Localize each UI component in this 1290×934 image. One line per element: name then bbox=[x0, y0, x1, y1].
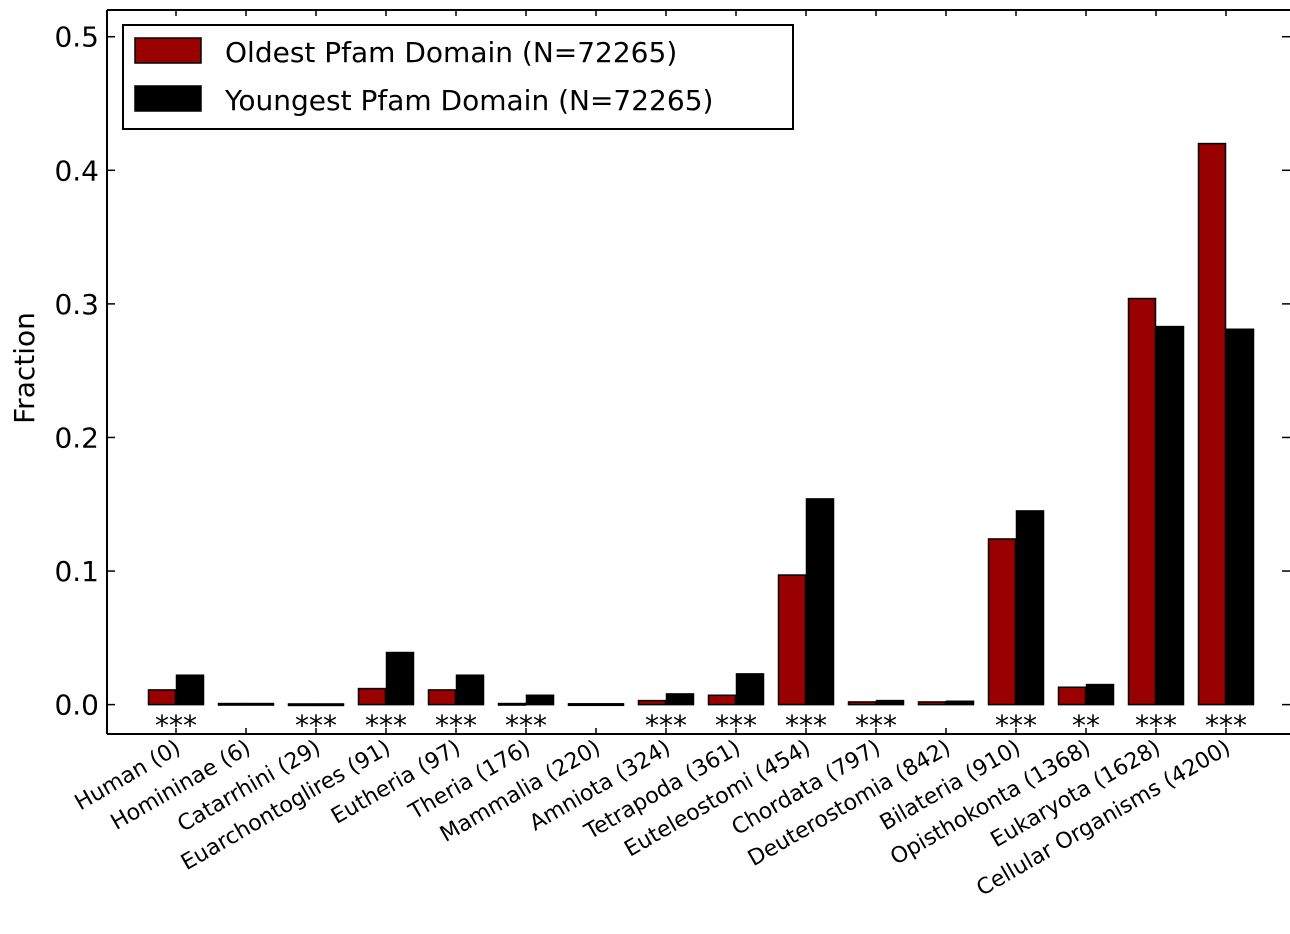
bar-youngest-11 bbox=[945, 700, 975, 706]
significance-marker-3: *** bbox=[365, 709, 407, 742]
y-axis-title: Fraction bbox=[8, 312, 41, 424]
significance-marker-15: *** bbox=[1205, 709, 1247, 742]
bar-youngest-0 bbox=[175, 674, 205, 706]
legend-label-oldest: Oldest Pfam Domain (N=72265) bbox=[225, 36, 677, 69]
bar-youngest-10 bbox=[875, 699, 905, 706]
bar-oldest-1 bbox=[217, 702, 247, 706]
significance-marker-7: *** bbox=[645, 709, 687, 742]
y-tick-label-5: 0.5 bbox=[54, 21, 99, 54]
bar-oldest-0 bbox=[147, 689, 177, 706]
bar-youngest-6 bbox=[595, 703, 625, 707]
significance-marker-13: ** bbox=[1072, 709, 1100, 742]
bar-oldest-6 bbox=[567, 703, 597, 707]
bar-youngest-2 bbox=[315, 703, 345, 707]
bar-oldest-9 bbox=[777, 574, 807, 706]
legend: Oldest Pfam Domain (N=72265) Youngest Pf… bbox=[122, 24, 794, 130]
y-tick-label-2: 0.2 bbox=[54, 421, 99, 454]
bar-oldest-10 bbox=[847, 701, 877, 706]
bar-oldest-2 bbox=[287, 703, 317, 707]
significance-marker-4: *** bbox=[435, 709, 477, 742]
y-tick-label-0: 0.0 bbox=[54, 689, 99, 722]
bar-oldest-13 bbox=[1057, 686, 1087, 706]
bar-youngest-4 bbox=[455, 674, 485, 706]
y-tick-label-1: 0.1 bbox=[54, 555, 99, 588]
bar-youngest-12 bbox=[1015, 510, 1045, 706]
legend-swatch-oldest bbox=[134, 37, 202, 64]
bar-oldest-15 bbox=[1197, 142, 1227, 706]
plot-area: *** *** *** *** *** *** *** *** *** *** ** *** *** bbox=[147, 142, 1255, 742]
bar-youngest-1 bbox=[245, 702, 275, 706]
bar-oldest-11 bbox=[917, 701, 947, 706]
significance-marker-10: *** bbox=[855, 709, 897, 742]
significance-marker-9: *** bbox=[785, 709, 827, 742]
bar-oldest-7 bbox=[637, 699, 667, 706]
bar-youngest-14 bbox=[1155, 325, 1185, 706]
bar-youngest-3 bbox=[385, 651, 415, 706]
bar-youngest-9 bbox=[805, 498, 835, 706]
legend-frame bbox=[122, 24, 794, 130]
bar-youngest-8 bbox=[735, 673, 765, 706]
significance-marker-0: *** bbox=[155, 709, 197, 742]
bar-oldest-14 bbox=[1127, 297, 1157, 706]
bar-youngest-13 bbox=[1085, 683, 1115, 706]
bar-youngest-7 bbox=[665, 693, 695, 706]
significance-marker-5: *** bbox=[505, 709, 547, 742]
significance-marker-14: *** bbox=[1135, 709, 1177, 742]
bar-youngest-5 bbox=[525, 694, 555, 706]
significance-marker-2: *** bbox=[295, 709, 337, 742]
y-tick-label-3: 0.3 bbox=[54, 288, 99, 321]
bar-oldest-12 bbox=[987, 538, 1017, 706]
category-labels: Human (0)Homininae (6)Catarrhini (29)Eua… bbox=[71, 736, 1235, 902]
bar-oldest-5 bbox=[497, 702, 527, 706]
axes: 0.0 0.1 0.2 0.3 0.4 0.5 bbox=[54, 9, 1290, 735]
legend-label-youngest: Youngest Pfam Domain (N=72265) bbox=[224, 84, 713, 117]
bar-oldest-4 bbox=[427, 689, 457, 706]
significance-marker-12: *** bbox=[995, 709, 1037, 742]
legend-swatch-youngest bbox=[134, 85, 202, 112]
bar-youngest-15 bbox=[1225, 328, 1255, 706]
bar-oldest-3 bbox=[357, 687, 387, 706]
y-tick-label-4: 0.4 bbox=[54, 154, 99, 187]
significance-marker-8: *** bbox=[715, 709, 757, 742]
bar-oldest-8 bbox=[707, 694, 737, 706]
